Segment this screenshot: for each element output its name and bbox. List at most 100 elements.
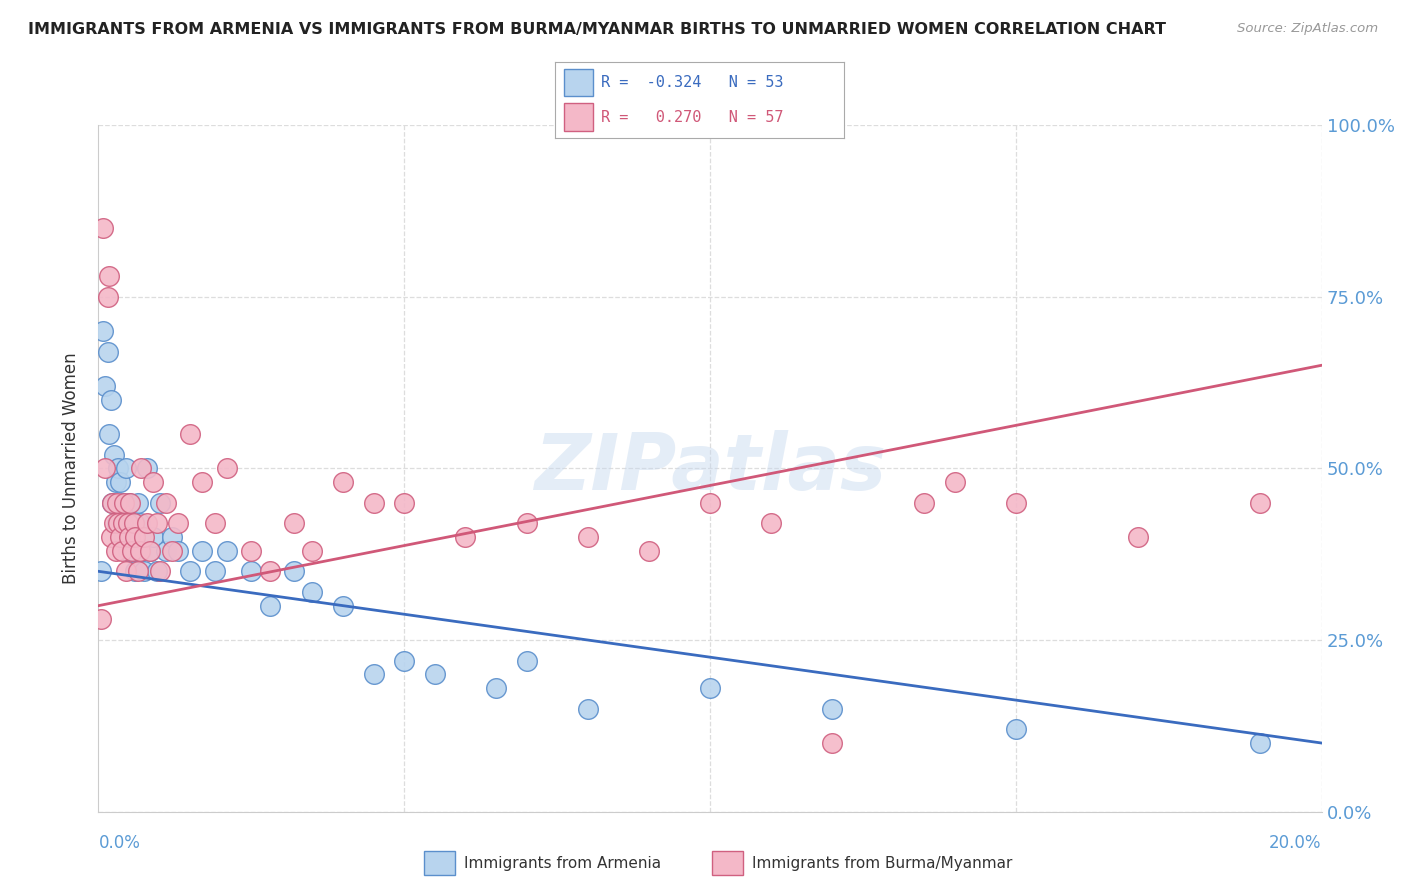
Point — [699, 495, 721, 509]
Point — [149, 495, 172, 509]
Point — [134, 565, 156, 579]
Point — [167, 543, 190, 558]
Point — [1250, 736, 1272, 750]
Point — [142, 530, 165, 544]
Point — [204, 516, 226, 531]
Point — [115, 565, 138, 579]
Point — [142, 475, 165, 489]
Y-axis label: Births to Unmarried Women: Births to Unmarried Women — [62, 352, 80, 584]
Text: R =   0.270   N = 57: R = 0.270 N = 57 — [602, 110, 785, 125]
Point — [516, 516, 538, 531]
Point — [136, 461, 159, 475]
Point — [111, 516, 134, 531]
Point — [215, 543, 238, 558]
Point — [127, 565, 149, 579]
Point — [104, 475, 127, 489]
Point — [129, 516, 152, 531]
Text: Immigrants from Burma/Myanmar: Immigrants from Burma/Myanmar — [752, 856, 1012, 871]
Text: ZIPatlas: ZIPatlas — [534, 430, 886, 507]
Point — [191, 475, 214, 489]
Point — [576, 530, 599, 544]
Text: Immigrants from Armenia: Immigrants from Armenia — [464, 856, 661, 871]
Point — [155, 543, 177, 558]
Point — [136, 516, 159, 531]
Point — [104, 543, 127, 558]
Point — [576, 701, 599, 715]
Point — [117, 543, 139, 558]
Point — [100, 392, 122, 407]
Point — [90, 565, 112, 579]
Point — [454, 530, 477, 544]
Point — [112, 530, 135, 544]
Point — [160, 530, 183, 544]
Point — [120, 495, 142, 509]
Point — [120, 530, 142, 544]
Point — [127, 495, 149, 509]
Text: IMMIGRANTS FROM ARMENIA VS IMMIGRANTS FROM BURMA/MYANMAR BIRTHS TO UNMARRIED WOM: IMMIGRANTS FROM ARMENIA VS IMMIGRANTS FR… — [28, 22, 1166, 37]
Point — [107, 516, 129, 531]
Point — [139, 543, 162, 558]
Point — [821, 736, 844, 750]
Point — [91, 220, 114, 235]
Point — [100, 530, 122, 544]
Point — [103, 516, 125, 531]
Point — [108, 530, 131, 544]
Point — [155, 495, 177, 509]
Point — [122, 543, 145, 558]
Point — [332, 599, 354, 613]
Point — [118, 495, 141, 509]
Text: 0.0%: 0.0% — [98, 834, 141, 852]
Point — [121, 543, 143, 558]
Point — [215, 461, 238, 475]
Point — [1128, 530, 1150, 544]
Point — [259, 599, 281, 613]
Point — [111, 495, 134, 509]
Point — [90, 612, 112, 626]
Point — [821, 701, 844, 715]
Point — [111, 543, 134, 558]
Text: 20.0%: 20.0% — [1270, 834, 1322, 852]
Point — [145, 565, 167, 579]
Point — [1250, 495, 1272, 509]
Point — [423, 667, 446, 681]
Point — [107, 461, 129, 475]
Point — [912, 495, 935, 509]
Point — [97, 344, 120, 359]
Point — [240, 543, 263, 558]
Point — [97, 289, 120, 303]
Point — [105, 516, 128, 531]
Point — [129, 543, 152, 558]
Point — [112, 495, 135, 509]
Point — [332, 475, 354, 489]
Point — [1004, 495, 1026, 509]
Point — [240, 565, 263, 579]
Point — [160, 543, 183, 558]
Point — [167, 516, 190, 531]
Point — [101, 495, 124, 509]
Point — [638, 543, 661, 558]
Point — [363, 667, 385, 681]
Point — [179, 565, 201, 579]
Point — [485, 681, 508, 695]
Point — [259, 565, 281, 579]
Bar — [564, 69, 593, 95]
Point — [761, 516, 783, 531]
Point — [121, 516, 143, 531]
Point — [149, 565, 172, 579]
Point — [191, 543, 214, 558]
Point — [111, 516, 134, 531]
Point — [98, 426, 121, 441]
Point — [93, 379, 115, 393]
Text: Source: ZipAtlas.com: Source: ZipAtlas.com — [1237, 22, 1378, 36]
Point — [118, 530, 141, 544]
Point — [117, 516, 139, 531]
Point — [93, 461, 115, 475]
Point — [139, 543, 162, 558]
Point — [124, 565, 146, 579]
Point — [283, 516, 305, 531]
Point — [392, 654, 416, 668]
Point — [699, 681, 721, 695]
Point — [129, 461, 152, 475]
Point — [91, 324, 114, 338]
Point — [363, 495, 385, 509]
